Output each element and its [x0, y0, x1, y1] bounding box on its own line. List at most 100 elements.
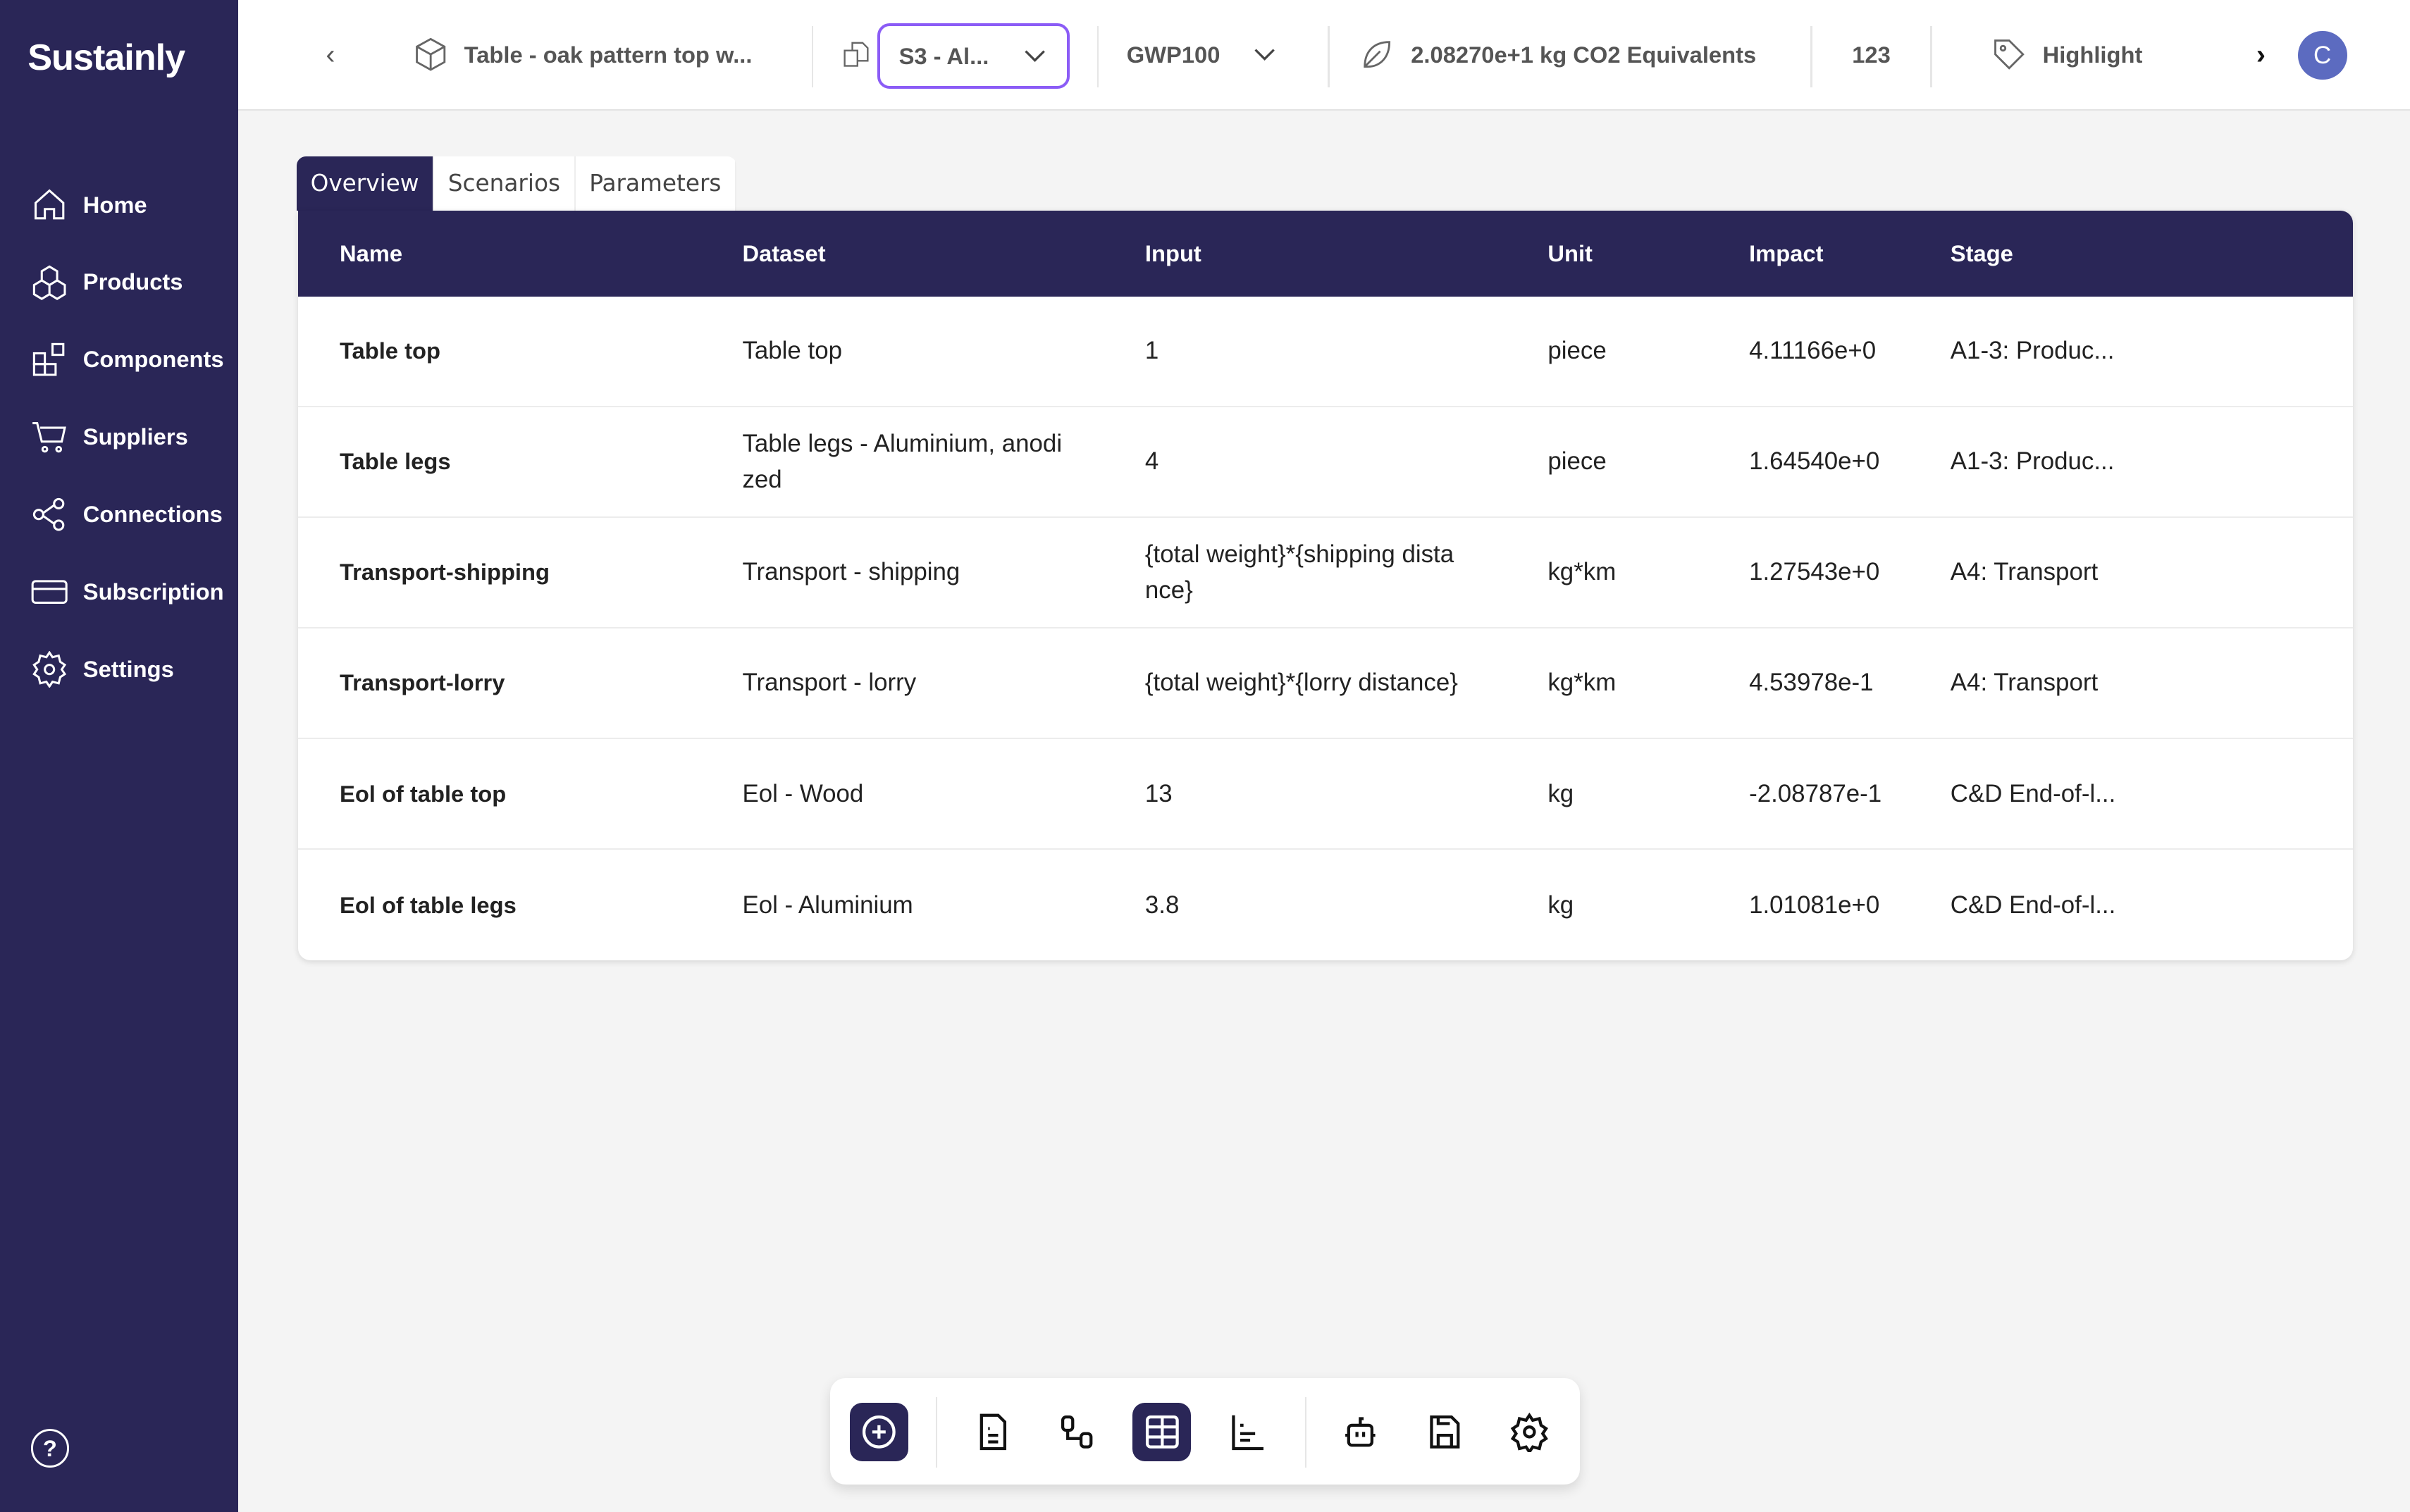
- tab-overview[interactable]: Overview: [296, 156, 435, 211]
- header-dataset[interactable]: Dataset: [742, 240, 826, 266]
- cell-impact: 1.64540e+0: [1749, 447, 1880, 476]
- impact-value: 2.08270e+1 kg CO2 Equivalents: [1411, 41, 1757, 68]
- header-name[interactable]: Name: [340, 240, 403, 266]
- cell-unit: kg: [1547, 891, 1574, 919]
- cell-name: Table top: [340, 337, 440, 364]
- document-view-button[interactable]: [964, 1403, 1022, 1461]
- assistant-button[interactable]: [1331, 1403, 1390, 1461]
- product-selector[interactable]: Table - oak pattern top w...: [412, 0, 753, 109]
- cell-stage: C&D End-of-l...: [1950, 891, 2116, 919]
- chevron-down-icon: [1254, 49, 1275, 61]
- logo[interactable]: Sustainly: [27, 37, 185, 79]
- bottom-toolbar: [829, 1378, 1581, 1485]
- sidebar: Sustainly Home Products Components Suppl…: [0, 0, 239, 1512]
- tab-bar: Overview Scenarios Parameters: [296, 156, 737, 211]
- cell-impact: 4.53978e-1: [1749, 669, 1874, 697]
- cell-input: {total weight}*{lorry distance}: [1144, 669, 1458, 697]
- card-icon: [31, 580, 68, 604]
- sidebar-item-label: Suppliers: [82, 423, 188, 450]
- robot-icon: [1345, 1417, 1376, 1447]
- table-row[interactable]: Table legs Table legs - Aluminium, anodi …: [298, 407, 2354, 519]
- bar-chart-icon: [1231, 1415, 1263, 1451]
- cell-unit: kg*km: [1547, 558, 1617, 586]
- sidebar-item-label: Components: [82, 346, 224, 373]
- header-input[interactable]: Input: [1144, 240, 1201, 266]
- sidebar-item-home[interactable]: Home: [0, 166, 238, 244]
- sidebar-item-suppliers[interactable]: Suppliers: [0, 398, 238, 476]
- components-icon: [32, 343, 64, 376]
- flow-icon: [1061, 1415, 1092, 1449]
- box-icon: [415, 38, 445, 71]
- highlight-label: Highlight: [2042, 41, 2143, 68]
- table-row[interactable]: Eol of table top Eol - Wood 13 kg -2.08787e-…: [298, 739, 2354, 850]
- sidebar-item-settings[interactable]: Settings: [0, 631, 238, 708]
- cell-input: {total weight}*{shipping dista nce}: [1144, 540, 1454, 604]
- cell-stage: A4: Transport: [1950, 558, 2099, 586]
- document-icon: [980, 1414, 1006, 1451]
- sidebar-item-label: Settings: [82, 656, 174, 683]
- number-format-label: 123: [1852, 41, 1891, 68]
- scenario-select[interactable]: S3 - Al...: [877, 23, 1070, 89]
- plus-circle-icon: [863, 1415, 896, 1449]
- cell-input: 3.8: [1144, 891, 1180, 919]
- cell-stage: C&D End-of-l...: [1950, 779, 2116, 807]
- sidebar-item-components[interactable]: Components: [0, 321, 238, 398]
- sidebar-item-label: Home: [82, 191, 147, 218]
- cell-impact: 4.11166e+0: [1749, 337, 1877, 365]
- add-button[interactable]: [850, 1403, 909, 1462]
- cell-dataset: Transport - lorry: [742, 669, 917, 697]
- logo-text: Sustainly: [27, 37, 185, 79]
- product-name: Table - oak pattern top w...: [464, 41, 753, 68]
- table-row[interactable]: Transport-shipping Transport - shipping {t…: [298, 518, 2354, 629]
- share-icon: [32, 497, 64, 531]
- impact-total: 2.08270e+1 kg CO2 Equivalents: [1359, 0, 1756, 109]
- highlight-button[interactable]: Highlight: [1991, 0, 2143, 109]
- header-stage[interactable]: Stage: [1950, 240, 2013, 266]
- save-button[interactable]: [1416, 1403, 1474, 1461]
- cell-name: Eol of table legs: [340, 891, 517, 918]
- tab-scenarios[interactable]: Scenarios: [434, 156, 576, 211]
- tag-icon: [1994, 39, 2025, 70]
- gear-icon: [1510, 1413, 1548, 1453]
- cell-unit: kg*km: [1547, 669, 1617, 697]
- table-view-button[interactable]: [1132, 1403, 1192, 1462]
- sidebar-item-connections[interactable]: Connections: [0, 476, 238, 553]
- table-row[interactable]: Eol of table legs Eol - Aluminium 3.8 kg 1.0…: [298, 850, 2353, 960]
- flow-view-button[interactable]: [1049, 1403, 1107, 1461]
- cell-dataset: Table top: [742, 337, 842, 365]
- sidebar-item-subscription[interactable]: Subscription: [0, 553, 238, 631]
- sidebar-nav: Home Products Components Suppliers Conne…: [0, 166, 238, 708]
- cell-input: 13: [1144, 779, 1173, 807]
- cell-input: 1: [1144, 337, 1159, 365]
- leaf-icon: [1364, 41, 1391, 68]
- cell-impact: 1.27543e+0: [1749, 558, 1880, 586]
- table-row[interactable]: Transport-lorry Transport - lorry {total w…: [298, 628, 2354, 740]
- tab-parameters[interactable]: Parameters: [576, 156, 737, 211]
- cell-stage: A1-3: Produc...: [1950, 337, 2115, 365]
- cell-unit: kg: [1547, 779, 1574, 807]
- cart-icon: [32, 422, 66, 453]
- cell-unit: piece: [1547, 337, 1607, 365]
- header-unit[interactable]: Unit: [1547, 240, 1593, 266]
- table-row[interactable]: Table top Table top 1 piece 4.11166e+0 A1-3: …: [298, 297, 2354, 407]
- products-icon: [32, 265, 66, 301]
- header-impact[interactable]: Impact: [1749, 240, 1824, 266]
- sidebar-item-label: Connections: [82, 501, 223, 528]
- cell-dataset: Transport - shipping: [742, 558, 960, 586]
- settings-button[interactable]: [1500, 1403, 1559, 1461]
- number-format-button[interactable]: 123: [1852, 0, 1891, 109]
- method-select[interactable]: GWP100: [1127, 0, 1279, 109]
- avatar[interactable]: C: [2297, 30, 2347, 80]
- back-button[interactable]: ‹: [326, 39, 335, 70]
- help-button[interactable]: ?: [30, 1429, 70, 1468]
- sidebar-item-products[interactable]: Products: [0, 243, 238, 321]
- chevron-down-icon: [1024, 50, 1045, 63]
- forward-button[interactable]: ›: [2256, 39, 2266, 70]
- avatar-initial: C: [2313, 41, 2332, 69]
- cell-impact: 1.01081e+0: [1749, 891, 1880, 919]
- copy-scenario-button[interactable]: [842, 0, 873, 109]
- cell-impact: -2.08787e-1: [1749, 779, 1882, 807]
- chart-view-button[interactable]: [1217, 1403, 1275, 1461]
- scenario-value: S3 - Al...: [898, 42, 989, 69]
- table-icon: [1145, 1415, 1179, 1449]
